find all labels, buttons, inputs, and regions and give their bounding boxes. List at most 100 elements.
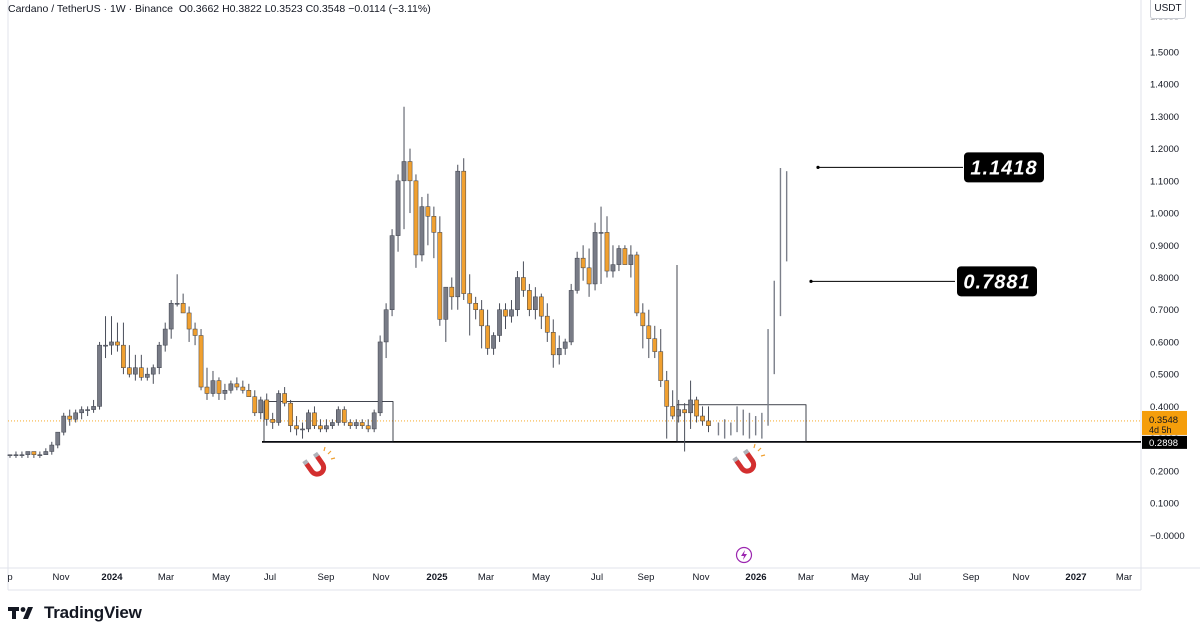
candle[interactable] [7,454,13,456]
candle[interactable] [586,267,592,285]
candle[interactable] [252,396,258,414]
candle[interactable] [222,390,228,394]
candle[interactable] [544,315,550,333]
candle[interactable] [31,451,37,455]
candle[interactable] [216,380,222,394]
candle[interactable] [413,180,419,256]
candle[interactable] [192,328,198,336]
candle[interactable] [598,232,604,234]
candle[interactable] [479,309,484,327]
candle[interactable] [264,399,270,420]
candle[interactable] [574,257,580,291]
candle[interactable] [91,406,96,410]
candle[interactable] [73,412,79,420]
candle[interactable] [49,444,55,452]
candle[interactable] [491,335,496,349]
candle[interactable] [437,232,443,320]
currency-unit-button[interactable]: USDT [1150,0,1186,19]
candle[interactable] [610,264,616,272]
candle[interactable] [79,409,84,414]
candle[interactable] [682,409,687,414]
candle[interactable] [121,344,126,368]
symbol-name[interactable]: Cardano / TetherUS [8,3,101,15]
candle[interactable] [616,248,622,265]
candle[interactable] [485,325,490,349]
candle[interactable] [353,422,359,426]
candle[interactable] [61,415,67,433]
candle[interactable] [676,409,681,417]
candle[interactable] [443,286,449,320]
candle[interactable] [103,344,108,347]
consolidation-box[interactable] [263,401,394,443]
candle[interactable] [431,216,437,233]
candle[interactable] [515,277,520,310]
candle[interactable] [688,399,693,414]
candle[interactable] [174,303,180,305]
candle[interactable] [288,402,293,426]
candle[interactable] [592,232,598,285]
candle[interactable] [330,422,335,426]
candle[interactable] [318,425,323,430]
candle[interactable] [306,412,311,430]
candle[interactable] [365,425,371,430]
candle[interactable] [25,451,31,455]
candle[interactable] [347,422,353,426]
candle[interactable] [168,303,174,330]
candle[interactable] [240,386,246,391]
candle[interactable] [55,431,61,446]
candle[interactable] [395,180,401,236]
candle[interactable] [156,344,162,368]
candle[interactable] [341,409,347,423]
candle[interactable] [527,290,532,310]
candle[interactable] [497,309,502,336]
target-label-box[interactable] [964,152,1044,183]
candle[interactable] [449,286,455,298]
candle[interactable] [19,454,25,456]
candle[interactable] [538,296,544,317]
event-marker-icon[interactable] [735,546,753,564]
candle[interactable] [312,412,317,426]
candle[interactable] [67,415,73,420]
candle[interactable] [700,415,705,422]
candle[interactable] [521,277,526,291]
candle[interactable] [37,454,43,456]
candle[interactable] [455,170,461,298]
candle[interactable] [282,393,287,404]
candle[interactable] [276,393,281,423]
candle[interactable] [186,312,192,330]
candle[interactable] [359,422,365,426]
candle[interactable] [324,425,329,430]
candle[interactable] [694,399,699,417]
candle[interactable] [461,170,467,294]
candle[interactable] [336,409,341,423]
candle[interactable] [210,380,216,394]
candle[interactable] [533,296,538,310]
tradingview-logo[interactable]: TradingView [8,602,142,624]
candle[interactable] [670,406,676,417]
candle[interactable] [377,341,383,414]
candle[interactable] [150,367,156,375]
candle[interactable] [467,293,473,304]
candle[interactable] [180,303,186,314]
candle[interactable] [383,309,389,343]
candle[interactable] [473,303,479,310]
candle[interactable] [658,351,664,381]
candle[interactable] [43,451,49,455]
candle[interactable] [562,341,568,349]
candle[interactable] [300,428,305,431]
candle[interactable] [646,325,652,339]
candle[interactable] [652,338,658,352]
target-label-box[interactable] [957,266,1037,297]
candle[interactable] [509,309,514,317]
candle[interactable] [419,206,425,256]
candle[interactable] [503,309,508,317]
candle[interactable] [138,367,144,378]
candle[interactable] [127,367,132,375]
candle[interactable] [407,161,413,182]
candle[interactable] [580,257,586,269]
candle[interactable] [115,341,120,346]
candle[interactable] [97,344,102,407]
candle[interactable] [640,312,646,327]
